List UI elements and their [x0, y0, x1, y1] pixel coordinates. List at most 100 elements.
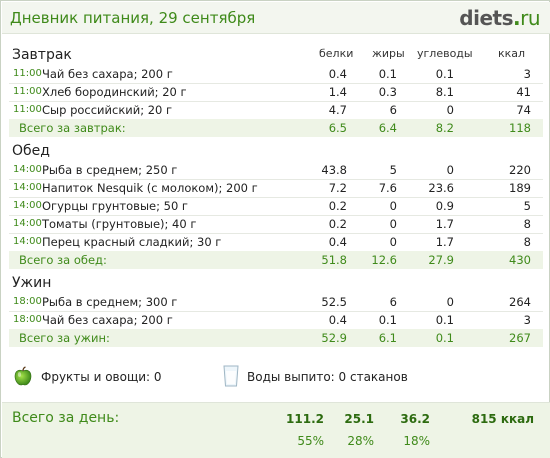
row-protein: 0.4	[328, 235, 347, 249]
apple-icon	[14, 366, 32, 386]
table-row: 14:00 Напиток Nesquik (с молоком); 200 г…	[9, 179, 543, 197]
row-divider	[9, 215, 543, 216]
table-row: 11:00 Чай без сахара; 200 г 0.4 0.1 0.1 …	[9, 65, 543, 83]
row-divider	[9, 233, 543, 234]
row-fat: 0.1	[378, 313, 397, 327]
row-kcal: 8	[523, 217, 531, 231]
fruit-vegetables-count: Фрукты и овощи: 0	[41, 370, 162, 384]
meal-total-label: Всего за ужин:	[19, 331, 110, 345]
meal-total-label: Всего за завтрак:	[19, 121, 126, 135]
table-row: 11:00 Хлеб бородинский; 20 г 1.4 0.3 8.1…	[9, 83, 543, 101]
row-kcal: 74	[516, 103, 531, 117]
row-carbs: 0	[446, 163, 454, 177]
day-total-label: Всего за день:	[12, 410, 120, 426]
logo-tld: ru	[520, 6, 540, 30]
table-row: 14:00 Огурцы грунтовые; 50 г 0.2 0 0.9 5	[9, 197, 543, 215]
row-time: 14:00	[13, 200, 42, 211]
table-row: 14:00 Томаты (грунтовые); 40 г 0.2 0 1.7…	[9, 215, 543, 233]
row-carbs: 0.9	[435, 199, 454, 213]
table-row: 14:00 Рыба в среднем; 250 г 43.8 5 0 220	[9, 161, 543, 179]
row-protein: 0.2	[328, 217, 347, 231]
column-header-kcal: ккал	[498, 47, 526, 60]
total-protein: 51.8	[321, 253, 347, 267]
row-carbs: 0	[446, 295, 454, 309]
header: Дневник питания, 29 сентября diets.ru	[2, 2, 550, 34]
extras-bar: Фрукты и овощи: 0 Воды выпито: 0 стакано…	[13, 364, 543, 392]
row-fat: 6	[389, 103, 397, 117]
row-carbs: 23.6	[428, 181, 454, 195]
row-kcal: 264	[509, 295, 531, 309]
row-kcal: 189	[509, 181, 531, 195]
row-food[interactable]: Огурцы грунтовые; 50 г	[42, 199, 188, 213]
row-food[interactable]: Сыр российский; 20 г	[42, 103, 173, 117]
row-food[interactable]: Томаты (грунтовые); 40 г	[42, 217, 197, 231]
water-glasses-count: Воды выпито: 0 стаканов	[247, 370, 408, 384]
row-time: 14:00	[13, 218, 42, 229]
row-divider	[9, 101, 543, 102]
row-protein: 0.4	[328, 67, 347, 81]
glass-icon	[223, 365, 239, 387]
row-fat: 5	[389, 163, 397, 177]
row-carbs: 1.7	[435, 235, 454, 249]
day-fat-percent: 28%	[347, 434, 374, 448]
meal-title-breakfast: Завтрак	[12, 47, 72, 63]
row-food[interactable]: Чай без сахара; 200 г	[42, 313, 173, 327]
row-carbs: 1.7	[435, 217, 454, 231]
row-fat: 0	[389, 199, 397, 213]
row-food[interactable]: Напиток Nesquik (с молоком); 200 г	[42, 181, 258, 195]
column-header-carbs: углеводы	[417, 47, 473, 60]
table-row: 18:00 Чай без сахара; 200 г 0.4 0.1 0.1 …	[9, 311, 543, 329]
row-protein: 1.4	[328, 85, 347, 99]
day-protein-percent: 55%	[297, 434, 324, 448]
row-food[interactable]: Рыба в среднем; 250 г	[42, 163, 178, 177]
total-carbs: 27.9	[428, 253, 454, 267]
row-food[interactable]: Чай без сахара; 200 г	[42, 67, 173, 81]
row-food[interactable]: Перец красный сладкий; 30 г	[42, 235, 222, 249]
row-divider	[9, 311, 543, 312]
row-carbs: 0.1	[435, 313, 454, 327]
row-fat: 7.6	[378, 181, 397, 195]
row-divider	[9, 179, 543, 180]
row-fat: 0	[389, 235, 397, 249]
page-title: Дневник питания, 29 сентября	[10, 9, 256, 27]
total-fat: 6.4	[378, 121, 397, 135]
logo-name: diets	[459, 6, 513, 30]
row-time: 14:00	[13, 236, 42, 247]
day-total-kcal: 815 ккал	[471, 412, 534, 426]
row-food[interactable]: Хлеб бородинский; 20 г	[42, 85, 187, 99]
row-time: 11:00	[13, 104, 42, 115]
row-carbs: 0	[446, 103, 454, 117]
total-fat: 12.6	[371, 253, 397, 267]
meal-title-lunch: Обед	[12, 143, 50, 159]
row-kcal: 3	[523, 67, 531, 81]
row-protein: 0.4	[328, 313, 347, 327]
row-protein: 0.2	[328, 199, 347, 213]
total-carbs: 0.1	[435, 331, 454, 345]
meal-total-row-breakfast: Всего за завтрак: 6.5 6.4 8.2 118	[9, 119, 543, 137]
meal-total-label: Всего за обед:	[19, 253, 107, 267]
row-kcal: 41	[516, 85, 531, 99]
day-total-fat: 25.1	[344, 412, 374, 426]
row-protein: 4.7	[328, 103, 347, 117]
column-header-fat: жиры	[372, 47, 405, 60]
row-time: 11:00	[13, 86, 42, 97]
total-kcal: 430	[509, 253, 531, 267]
row-kcal: 5	[523, 199, 531, 213]
row-food[interactable]: Рыба в среднем; 300 г	[42, 295, 178, 309]
total-carbs: 8.2	[435, 121, 454, 135]
day-carbs-percent: 18%	[403, 434, 430, 448]
row-time: 11:00	[13, 68, 42, 79]
row-fat: 0	[389, 217, 397, 231]
table-row: 18:00 Рыба в среднем; 300 г 52.5 6 0 264	[9, 293, 543, 311]
row-time: 14:00	[13, 182, 42, 193]
row-time: 18:00	[13, 314, 42, 325]
table-row: 11:00 Сыр российский; 20 г 4.7 6 0 74	[9, 101, 543, 119]
row-fat: 6	[389, 295, 397, 309]
total-kcal: 267	[509, 331, 531, 345]
row-protein: 43.8	[321, 163, 347, 177]
total-protein: 6.5	[328, 121, 347, 135]
row-time: 14:00	[13, 164, 42, 175]
row-divider	[9, 83, 543, 84]
row-protein: 52.5	[321, 295, 347, 309]
diets-logo[interactable]: diets.ru	[459, 6, 540, 30]
